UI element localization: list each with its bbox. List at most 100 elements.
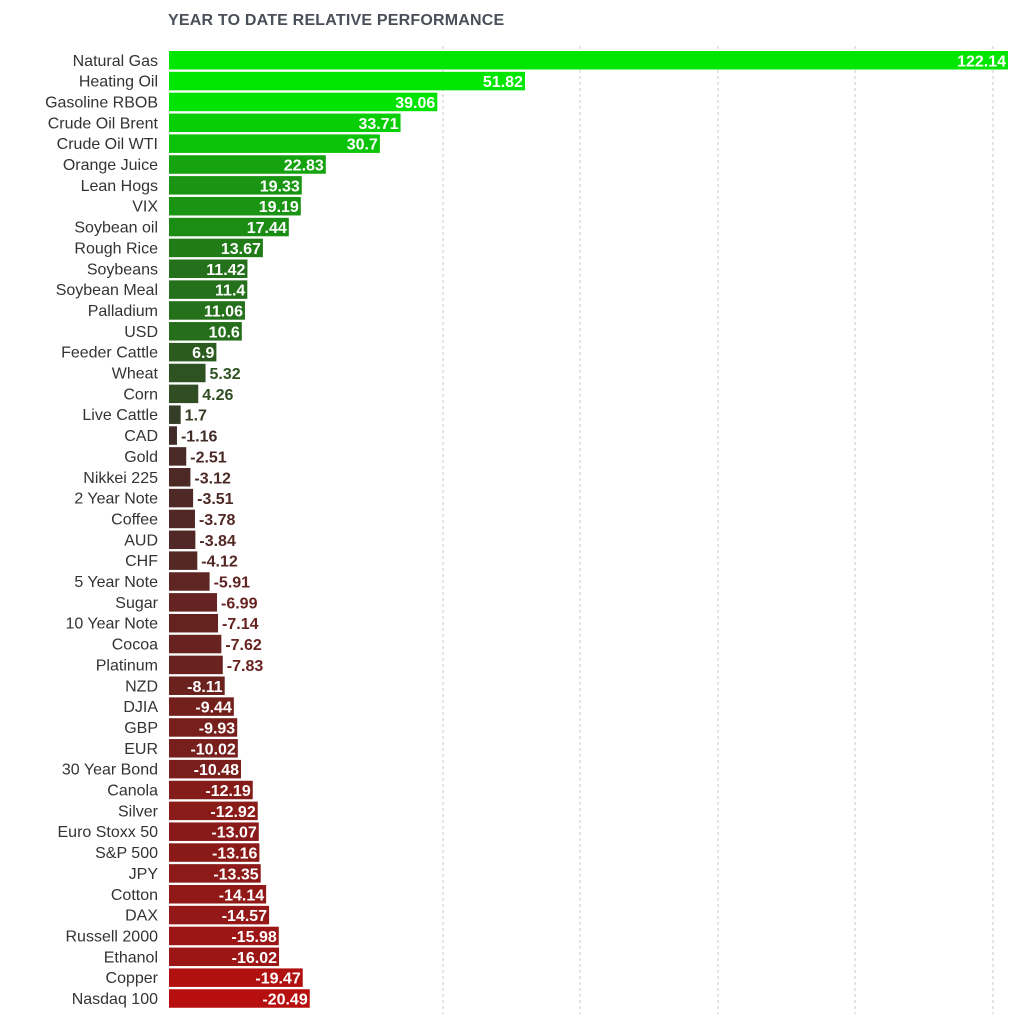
value-label: -3.51 bbox=[197, 491, 234, 508]
category-label: 5 Year Note bbox=[74, 574, 158, 591]
bar bbox=[169, 363, 206, 383]
category-label: DJIA bbox=[123, 699, 158, 716]
category-label: Feeder Cattle bbox=[61, 345, 158, 362]
bar bbox=[169, 905, 270, 925]
value-label: -12.19 bbox=[205, 783, 250, 800]
category-label: Euro Stoxx 50 bbox=[58, 824, 159, 841]
chart-title: YEAR TO DATE RELATIVE PERFORMANCE bbox=[168, 12, 505, 29]
category-label: Soybeans bbox=[87, 261, 158, 278]
value-label: -14.57 bbox=[222, 908, 267, 925]
bar bbox=[169, 342, 217, 362]
value-labels: 122.14 51.82 39.06 33.71 30.7 22.83 19.33 19.19… bbox=[181, 53, 1006, 1008]
bar bbox=[169, 426, 177, 445]
bar bbox=[169, 509, 195, 529]
category-label: Corn bbox=[123, 386, 158, 403]
category-label: Platinum bbox=[96, 657, 158, 674]
bar bbox=[169, 301, 245, 320]
bar bbox=[169, 926, 279, 946]
bar bbox=[169, 822, 259, 841]
bar bbox=[169, 259, 248, 278]
category-label: EUR bbox=[124, 741, 158, 758]
bar bbox=[169, 92, 438, 112]
category-label: Rough Rice bbox=[74, 240, 158, 257]
value-label: 10.6 bbox=[209, 324, 240, 341]
bar bbox=[169, 739, 238, 758]
bar bbox=[169, 551, 198, 570]
category-label: Cocoa bbox=[112, 637, 158, 654]
value-label: 30.7 bbox=[347, 137, 378, 154]
bar bbox=[169, 613, 219, 633]
value-label: 19.33 bbox=[260, 178, 300, 195]
value-label: -3.78 bbox=[199, 512, 236, 529]
bar bbox=[169, 217, 289, 237]
value-label: 17.44 bbox=[247, 220, 287, 237]
bar bbox=[169, 405, 181, 424]
bars bbox=[169, 51, 1008, 1008]
category-label: Silver bbox=[118, 803, 159, 820]
bar bbox=[169, 593, 218, 612]
category-label: Lean Hogs bbox=[81, 178, 158, 195]
category-label: GBP bbox=[124, 720, 158, 737]
value-label: -1.16 bbox=[181, 429, 218, 446]
category-label: Nikkei 225 bbox=[83, 470, 158, 487]
bar bbox=[169, 51, 1008, 70]
category-label: 2 Year Note bbox=[74, 491, 158, 508]
bar bbox=[169, 864, 261, 883]
value-label: -14.14 bbox=[219, 887, 264, 904]
category-label: 30 Year Bond bbox=[62, 762, 158, 779]
value-label: -4.12 bbox=[201, 554, 238, 571]
category-label: Sugar bbox=[115, 595, 158, 612]
bar bbox=[169, 989, 310, 1008]
bar bbox=[169, 530, 196, 550]
bar bbox=[169, 113, 401, 133]
category-label: AUD bbox=[124, 532, 158, 549]
bar bbox=[169, 71, 525, 91]
category-label: Heating Oil bbox=[79, 74, 158, 91]
category-label: S&P 500 bbox=[95, 845, 158, 862]
bar bbox=[169, 676, 225, 695]
value-label: -3.12 bbox=[194, 470, 231, 487]
category-label: Canola bbox=[107, 783, 158, 800]
value-label: 11.06 bbox=[204, 303, 243, 320]
bar bbox=[169, 697, 234, 716]
value-label: -20.49 bbox=[262, 992, 307, 1009]
value-label: -15.98 bbox=[231, 929, 276, 946]
bar bbox=[169, 134, 380, 153]
category-label: NZD bbox=[125, 678, 158, 695]
value-label: -16.02 bbox=[232, 950, 277, 967]
value-label: 11.42 bbox=[206, 262, 245, 279]
bar bbox=[169, 968, 303, 987]
value-label: -7.83 bbox=[227, 658, 264, 675]
bar bbox=[169, 843, 260, 862]
category-labels: Natural Gas Heating Oil Gasoline RBOB Crude… bbox=[45, 53, 159, 1008]
bar bbox=[169, 280, 248, 299]
value-label: -10.48 bbox=[194, 762, 239, 779]
value-label: 33.71 bbox=[359, 116, 399, 133]
bar bbox=[169, 384, 199, 404]
bar bbox=[169, 655, 223, 675]
category-label: 10 Year Note bbox=[65, 616, 158, 633]
bar bbox=[169, 447, 187, 466]
category-label: CAD bbox=[124, 428, 158, 445]
category-label: Nasdaq 100 bbox=[72, 991, 158, 1008]
bar bbox=[169, 885, 267, 904]
value-label: -6.99 bbox=[221, 595, 258, 612]
category-label: Wheat bbox=[112, 366, 159, 383]
category-label: Live Cattle bbox=[82, 407, 158, 424]
value-label: 19.19 bbox=[259, 199, 299, 216]
value-label: -13.16 bbox=[212, 846, 257, 863]
category-label: Copper bbox=[106, 970, 159, 987]
category-label: Ethanol bbox=[104, 949, 158, 966]
category-label: CHF bbox=[125, 553, 158, 570]
value-label: -7.62 bbox=[225, 637, 262, 654]
category-label: Coffee bbox=[111, 511, 158, 528]
value-label: 13.67 bbox=[221, 241, 261, 258]
value-label: -8.11 bbox=[187, 679, 223, 696]
bar bbox=[169, 468, 191, 487]
value-label: -9.44 bbox=[195, 700, 232, 717]
value-label: -10.02 bbox=[190, 741, 235, 758]
category-label: Soybean oil bbox=[74, 220, 158, 237]
value-label: -2.51 bbox=[190, 449, 227, 466]
category-label: VIX bbox=[132, 199, 158, 216]
